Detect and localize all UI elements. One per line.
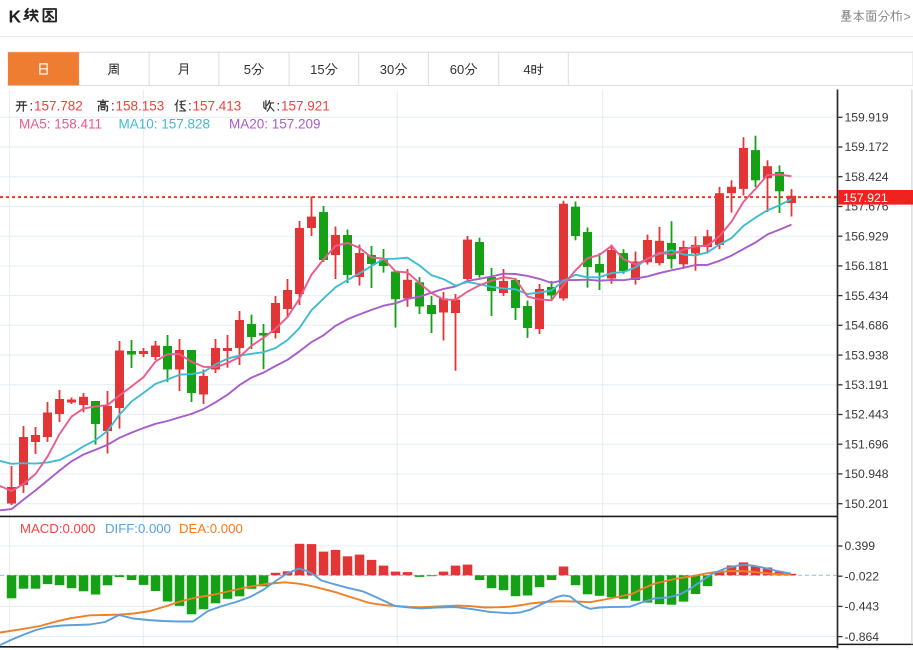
- svg-text:15: 15: [310, 62, 324, 77]
- svg-text:153.191: 153.191: [845, 378, 889, 392]
- svg-text:152.443: 152.443: [845, 408, 889, 422]
- svg-text:159.919: 159.919: [845, 111, 889, 125]
- svg-text:151.696: 151.696: [845, 437, 889, 451]
- svg-text:K: K: [9, 7, 22, 27]
- svg-text:30: 30: [380, 62, 394, 77]
- svg-text:DEA:0.000: DEA:0.000: [179, 521, 243, 536]
- svg-text::: :: [111, 99, 115, 114]
- svg-text:150.948: 150.948: [845, 467, 889, 481]
- svg-text:60: 60: [450, 62, 464, 77]
- svg-text:4: 4: [523, 62, 530, 77]
- svg-text:-0.864: -0.864: [845, 630, 880, 644]
- svg-text::: :: [30, 99, 34, 114]
- svg-text:154.686: 154.686: [845, 319, 889, 333]
- svg-text:156.181: 156.181: [845, 259, 889, 273]
- svg-text:0.399: 0.399: [845, 539, 876, 553]
- svg-text:156.929: 156.929: [845, 229, 889, 243]
- svg-text:DIFF:0.000: DIFF:0.000: [105, 521, 171, 536]
- svg-text:-0.443: -0.443: [845, 600, 880, 614]
- svg-text:159.172: 159.172: [845, 140, 889, 154]
- svg-text:157.921: 157.921: [843, 191, 888, 205]
- svg-text:MA20: 157.209: MA20: 157.209: [229, 117, 321, 132]
- svg-text:157.413: 157.413: [193, 99, 242, 114]
- svg-text:150.201: 150.201: [845, 497, 889, 511]
- svg-text:157.921: 157.921: [281, 99, 330, 114]
- svg-text::: :: [277, 99, 281, 114]
- svg-text:>: >: [904, 10, 911, 24]
- svg-text:158.424: 158.424: [845, 170, 889, 184]
- svg-text:157.782: 157.782: [34, 99, 83, 114]
- svg-text:153.938: 153.938: [845, 348, 889, 362]
- svg-text:-0.022: -0.022: [845, 569, 880, 583]
- svg-text:158.153: 158.153: [116, 99, 165, 114]
- svg-text::: :: [188, 99, 192, 114]
- svg-text:MA5: 158.411: MA5: 158.411: [19, 117, 102, 132]
- svg-text:5: 5: [244, 62, 251, 77]
- svg-text:MA10: 157.828: MA10: 157.828: [119, 117, 211, 132]
- svg-text:MACD:0.000: MACD:0.000: [20, 521, 96, 536]
- svg-text:155.434: 155.434: [845, 289, 889, 303]
